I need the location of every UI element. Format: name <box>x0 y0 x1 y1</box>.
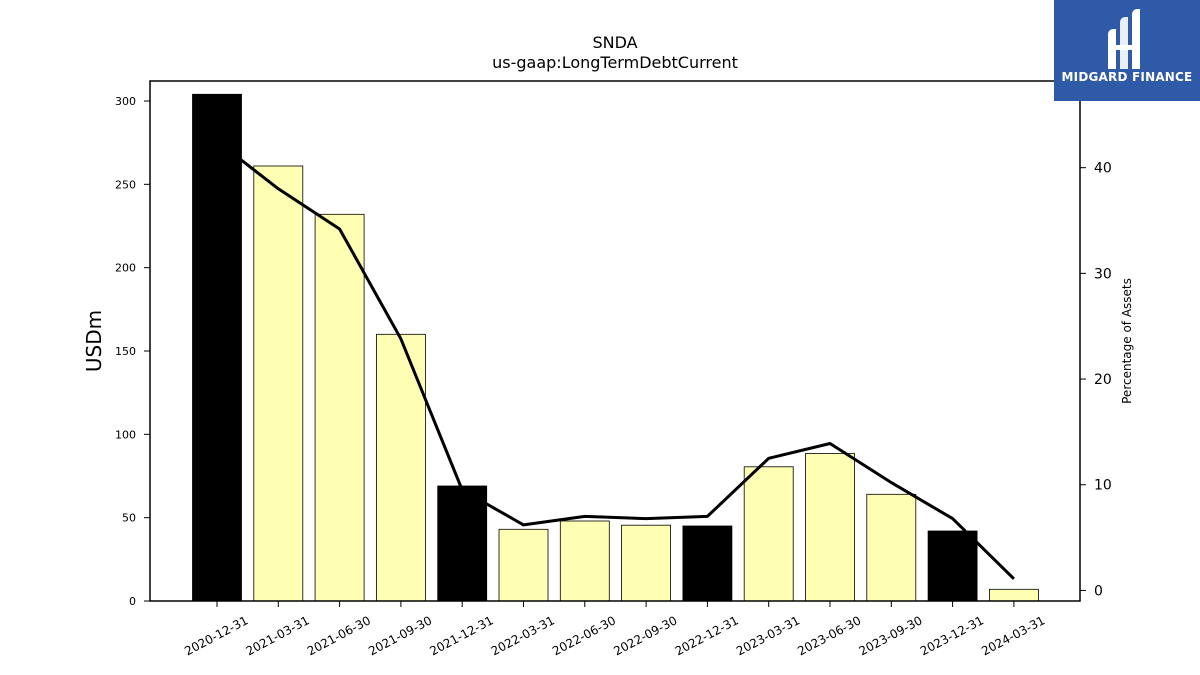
x-tick-label: 2022-12-31 <box>673 613 741 658</box>
percentage-line-layer <box>216 140 1015 580</box>
x-tick-label: 2023-09-30 <box>857 613 925 658</box>
x-tick-label: 2022-09-30 <box>611 613 679 658</box>
bar-2023-06-30 <box>805 453 855 602</box>
bar-2022-06-30 <box>559 520 610 602</box>
x-axis: 2020-12-312021-03-312021-06-302021-09-30… <box>182 601 1047 658</box>
bar-2024-03-31 <box>989 588 1039 602</box>
bar-2023-03-31 <box>743 466 794 602</box>
logo-text: MIDGARD FINANCE <box>1061 70 1193 84</box>
y2-tick-label: 0 <box>1094 583 1103 599</box>
x-tick-label: 2023-06-30 <box>795 613 863 658</box>
bar-2022-12-31 <box>682 525 733 602</box>
y-tick-label: 0 <box>129 595 136 608</box>
y2-tick-label: 30 <box>1094 266 1112 282</box>
x-tick-label: 2021-12-31 <box>427 613 495 658</box>
bar-2021-06-30 <box>314 213 365 602</box>
y2-axis-label: Percentage of Assets <box>1120 278 1134 404</box>
y-tick-label: 150 <box>115 345 136 358</box>
percentage-of-assets-line <box>216 140 1015 580</box>
bar-2022-03-31 <box>498 528 549 602</box>
y-axis-left: 0 50 100 150 200 250 300 <box>115 95 150 608</box>
chart-subtitle: us-gaap:LongTermDebtCurrent <box>492 53 738 72</box>
y-axis-label: USDm <box>82 310 106 372</box>
y-tick-label: 100 <box>115 428 136 441</box>
y-axis-right: 0 10 20 30 40 <box>1080 161 1112 599</box>
bar-2021-12-31 <box>437 485 488 602</box>
x-tick-label: 2022-03-31 <box>489 613 557 658</box>
bar-2023-12-31 <box>927 530 978 602</box>
y-tick-label: 200 <box>115 262 136 275</box>
x-tick-label: 2023-03-31 <box>734 613 802 658</box>
midgard-finance-logo: MIDGARD FINANCE <box>1054 0 1200 101</box>
x-tick-label: 2023-12-31 <box>918 613 986 658</box>
x-tick-label: 2024-03-31 <box>979 613 1047 658</box>
y2-tick-label: 10 <box>1094 478 1112 494</box>
bar-2021-09-30 <box>375 333 426 602</box>
x-tick-label: 2021-06-30 <box>305 613 373 658</box>
y2-tick-label: 40 <box>1094 161 1112 177</box>
y-tick-label: 50 <box>122 512 136 525</box>
bar-2023-09-30 <box>866 493 917 602</box>
bar-2020-12-31 <box>192 93 242 602</box>
bar-2021-03-31 <box>253 165 304 602</box>
bars <box>192 93 1039 602</box>
plot-frame <box>149 80 1081 602</box>
x-tick-label: 2021-03-31 <box>244 613 312 658</box>
logo-mark-icon <box>1108 9 1140 69</box>
chart-title: SNDA <box>592 33 637 52</box>
y2-tick-label: 20 <box>1094 372 1112 388</box>
x-tick-label: 2021-09-30 <box>366 613 434 658</box>
x-tick-label: 2020-12-31 <box>182 613 250 658</box>
y-tick-label: 300 <box>115 95 136 108</box>
x-tick-label: 2022-06-30 <box>550 613 618 658</box>
bar-2022-09-30 <box>621 524 671 602</box>
y-tick-label: 250 <box>115 178 136 191</box>
